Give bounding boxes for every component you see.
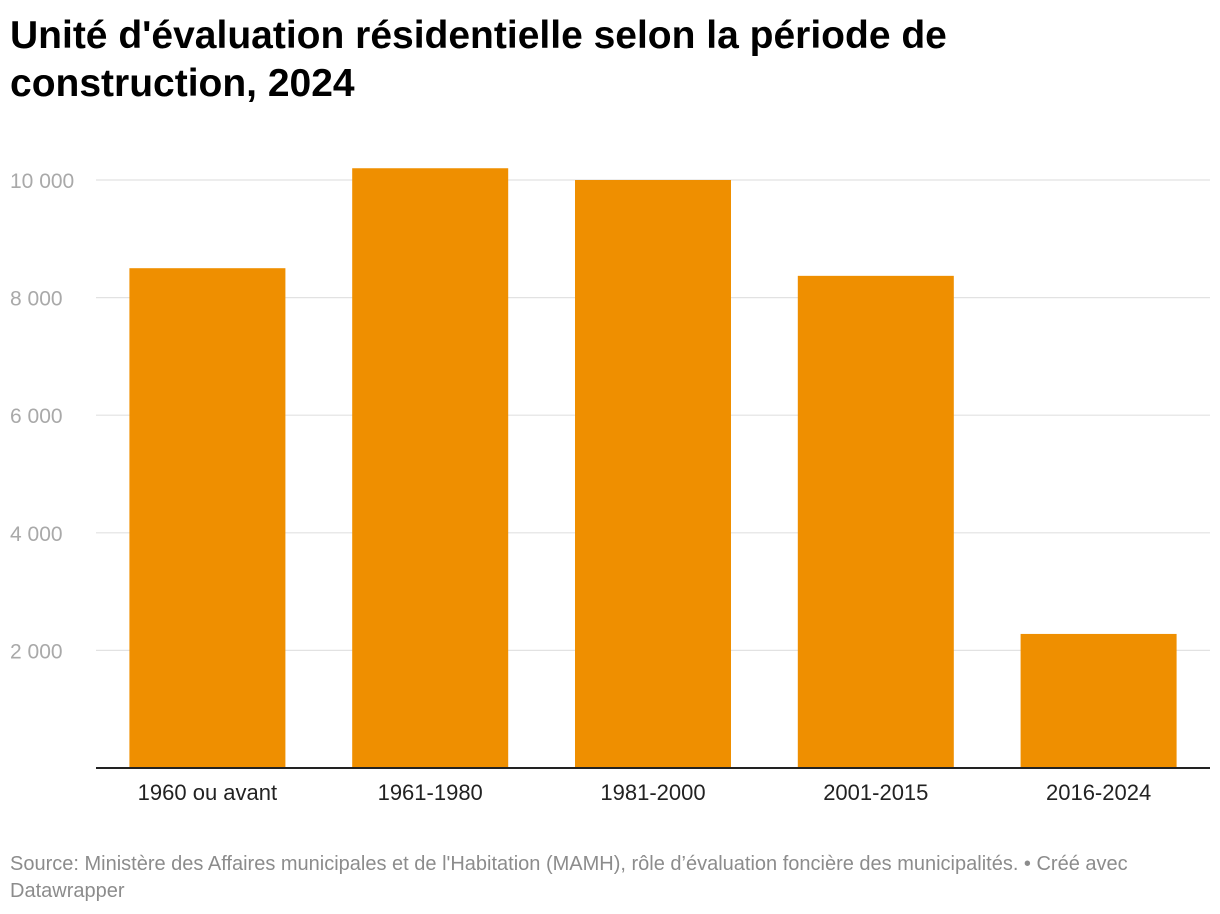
x-tick-label: 2001-2015 — [823, 780, 928, 805]
x-tick-label: 2016-2024 — [1046, 780, 1151, 805]
bar — [352, 168, 509, 769]
bar — [575, 180, 731, 768]
y-tick-label: 2 000 — [10, 640, 63, 663]
x-tick-label: 1961-1980 — [378, 780, 483, 805]
source-note: Source: Ministère des Affaires municipal… — [10, 853, 1128, 902]
y-tick-label: 8 000 — [10, 288, 63, 311]
x-tick-label: 1960 ou avant — [138, 780, 277, 805]
bars — [129, 168, 1177, 769]
y-tick-label: 10 000 — [10, 170, 74, 193]
bar — [1020, 633, 1177, 768]
bar — [797, 275, 954, 768]
chart-title: Unité d'évaluation résidentielle selon l… — [10, 14, 947, 105]
y-tick-label: 6 000 — [10, 405, 63, 428]
axes: 2 000 4 000 6 000 8 000 10 000 1960 ou avant 1… — [10, 170, 1210, 805]
y-tick-label: 4 000 — [10, 523, 63, 546]
x-tick-label: 1981-2000 — [600, 780, 705, 805]
bar — [129, 268, 286, 768]
